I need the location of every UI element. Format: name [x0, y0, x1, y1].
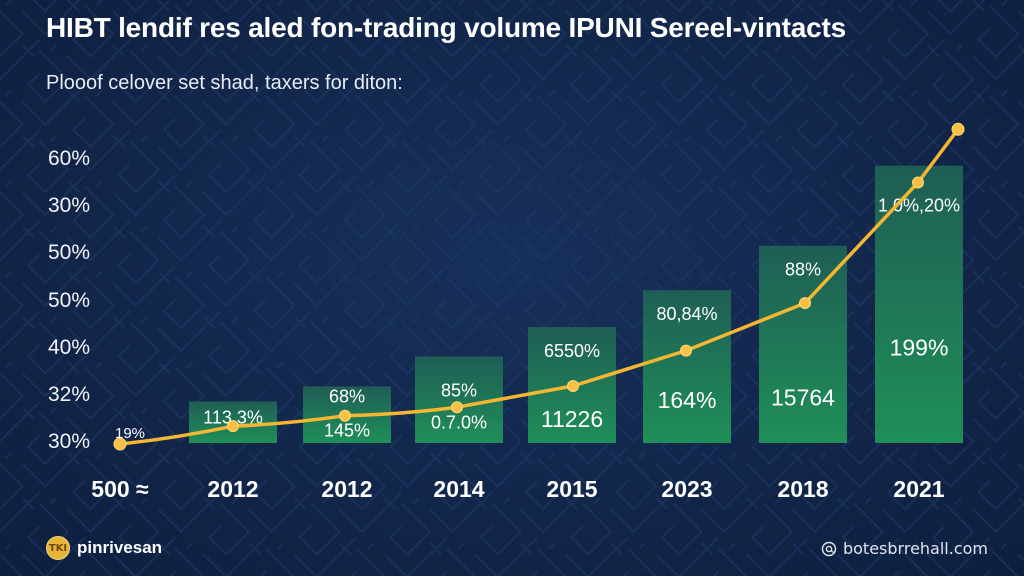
bar-2018	[759, 245, 847, 443]
credit-text: botesbrrehall.com	[842, 539, 988, 558]
x-tick-label: 2012	[207, 476, 259, 502]
bar-data-label: 6550%	[544, 341, 600, 361]
y-tick-label: 50%	[48, 288, 91, 312]
trend-point-label: 19%	[115, 425, 145, 442]
y-tick-label: 60%	[48, 147, 91, 170]
trend-point	[912, 176, 924, 189]
chart-subtitle: Plooof celover set shad, taxers for dito…	[46, 72, 403, 94]
credit-footer: botesbrrehall.com	[821, 539, 988, 558]
bar-data-label: 1,0%,20%	[878, 196, 960, 216]
bar-data-label: 88%	[785, 260, 821, 280]
x-tick-label: 500 ≈	[91, 476, 149, 502]
y-tick-label: 50%	[48, 241, 91, 265]
trend-point	[227, 420, 239, 433]
x-tick-label: 2012	[321, 476, 373, 502]
y-tick-label: 32%	[48, 382, 91, 406]
bar-data-label: 80,84%	[656, 304, 717, 324]
brand-logo-icon: TKI	[46, 536, 70, 560]
bar-2023	[643, 290, 731, 443]
trend-point	[951, 122, 965, 136]
x-tick-label: 2021	[893, 476, 945, 502]
y-tick-label: 40%	[48, 335, 91, 359]
y-tick-label: 30%	[48, 430, 91, 453]
x-tick-label: 2014	[433, 476, 485, 502]
x-tick-label: 2015	[546, 476, 598, 502]
x-tick-label: 2023	[661, 476, 713, 502]
trend-point	[451, 401, 463, 414]
trend-point	[567, 379, 579, 392]
bar-data-label: 68%	[329, 386, 365, 406]
at-sign-icon	[821, 541, 837, 556]
trend-point	[680, 344, 692, 357]
trend-point	[339, 409, 351, 422]
bar-data-label: 164%	[658, 387, 717, 413]
bar-data-label: 0.7.0%	[431, 412, 487, 432]
bar-data-label: 11226	[541, 406, 603, 432]
bar-data-label: 145%	[324, 420, 370, 440]
bar-labels: 113.3% 68% 145% 85% 0.7.0% 6550% 11226 80,84% 16…	[203, 196, 960, 441]
bar-data-label: 199%	[890, 335, 949, 361]
bars	[189, 165, 963, 443]
bar-data-label: 113.3%	[203, 407, 263, 427]
bar-data-label: 15764	[771, 385, 835, 411]
x-tick-label: 2018	[777, 476, 829, 502]
brand-logo-text: TKI	[48, 542, 68, 554]
trend-point	[113, 437, 127, 451]
brand-footer: TKI pinrivesan	[46, 536, 162, 560]
brand-name: pinrivesan	[77, 538, 163, 557]
chart-title: HIBT lendif res aled fon-trading volume …	[46, 12, 846, 43]
trend-point	[799, 297, 811, 310]
y-tick-label: 30%	[48, 194, 91, 218]
trend-line-series: 19%	[113, 122, 965, 451]
bar-data-label: 85%	[441, 380, 477, 400]
